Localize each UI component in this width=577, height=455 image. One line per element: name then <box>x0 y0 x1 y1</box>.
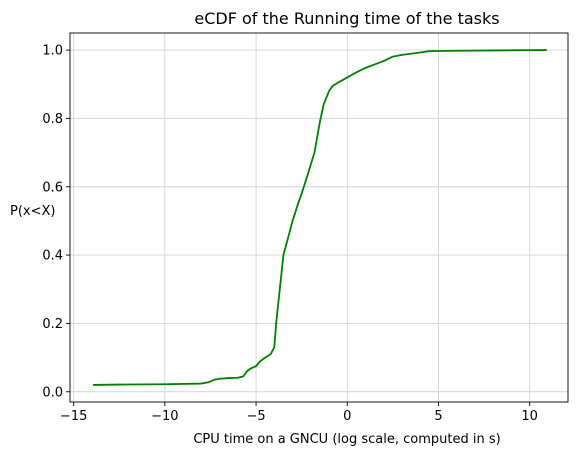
y-tick-label: 1.0 <box>42 44 63 59</box>
y-tick-label: 0.4 <box>42 249 63 264</box>
x-tick-label: 5 <box>434 409 442 424</box>
chart-title: eCDF of the Running time of the tasks <box>194 9 499 28</box>
x-tick-label: 0 <box>343 409 351 424</box>
x-axis-label: CPU time on a GNCU (log scale, computed … <box>193 432 500 447</box>
y-tick-label: 0.8 <box>42 112 63 127</box>
grid-lines <box>70 33 568 402</box>
y-tick-label: 0.0 <box>42 385 63 400</box>
series-group <box>92 49 548 386</box>
y-tick-label: 0.6 <box>42 180 63 195</box>
x-tick-label: −5 <box>246 409 265 424</box>
x-axis-ticks: −15 −10 −5 0 5 10 <box>60 402 538 424</box>
y-axis-ticks: 0.0 0.2 0.4 0.6 0.8 1.0 <box>42 44 70 400</box>
ecdf-series-line <box>92 49 548 386</box>
x-tick-label: 10 <box>521 409 538 424</box>
y-axis-label: P(x<X) <box>10 204 55 219</box>
y-tick-label: 0.2 <box>42 317 63 332</box>
x-tick-label: −15 <box>60 409 87 424</box>
x-tick-label: −10 <box>151 409 178 424</box>
plot-area-frame <box>69 32 569 403</box>
